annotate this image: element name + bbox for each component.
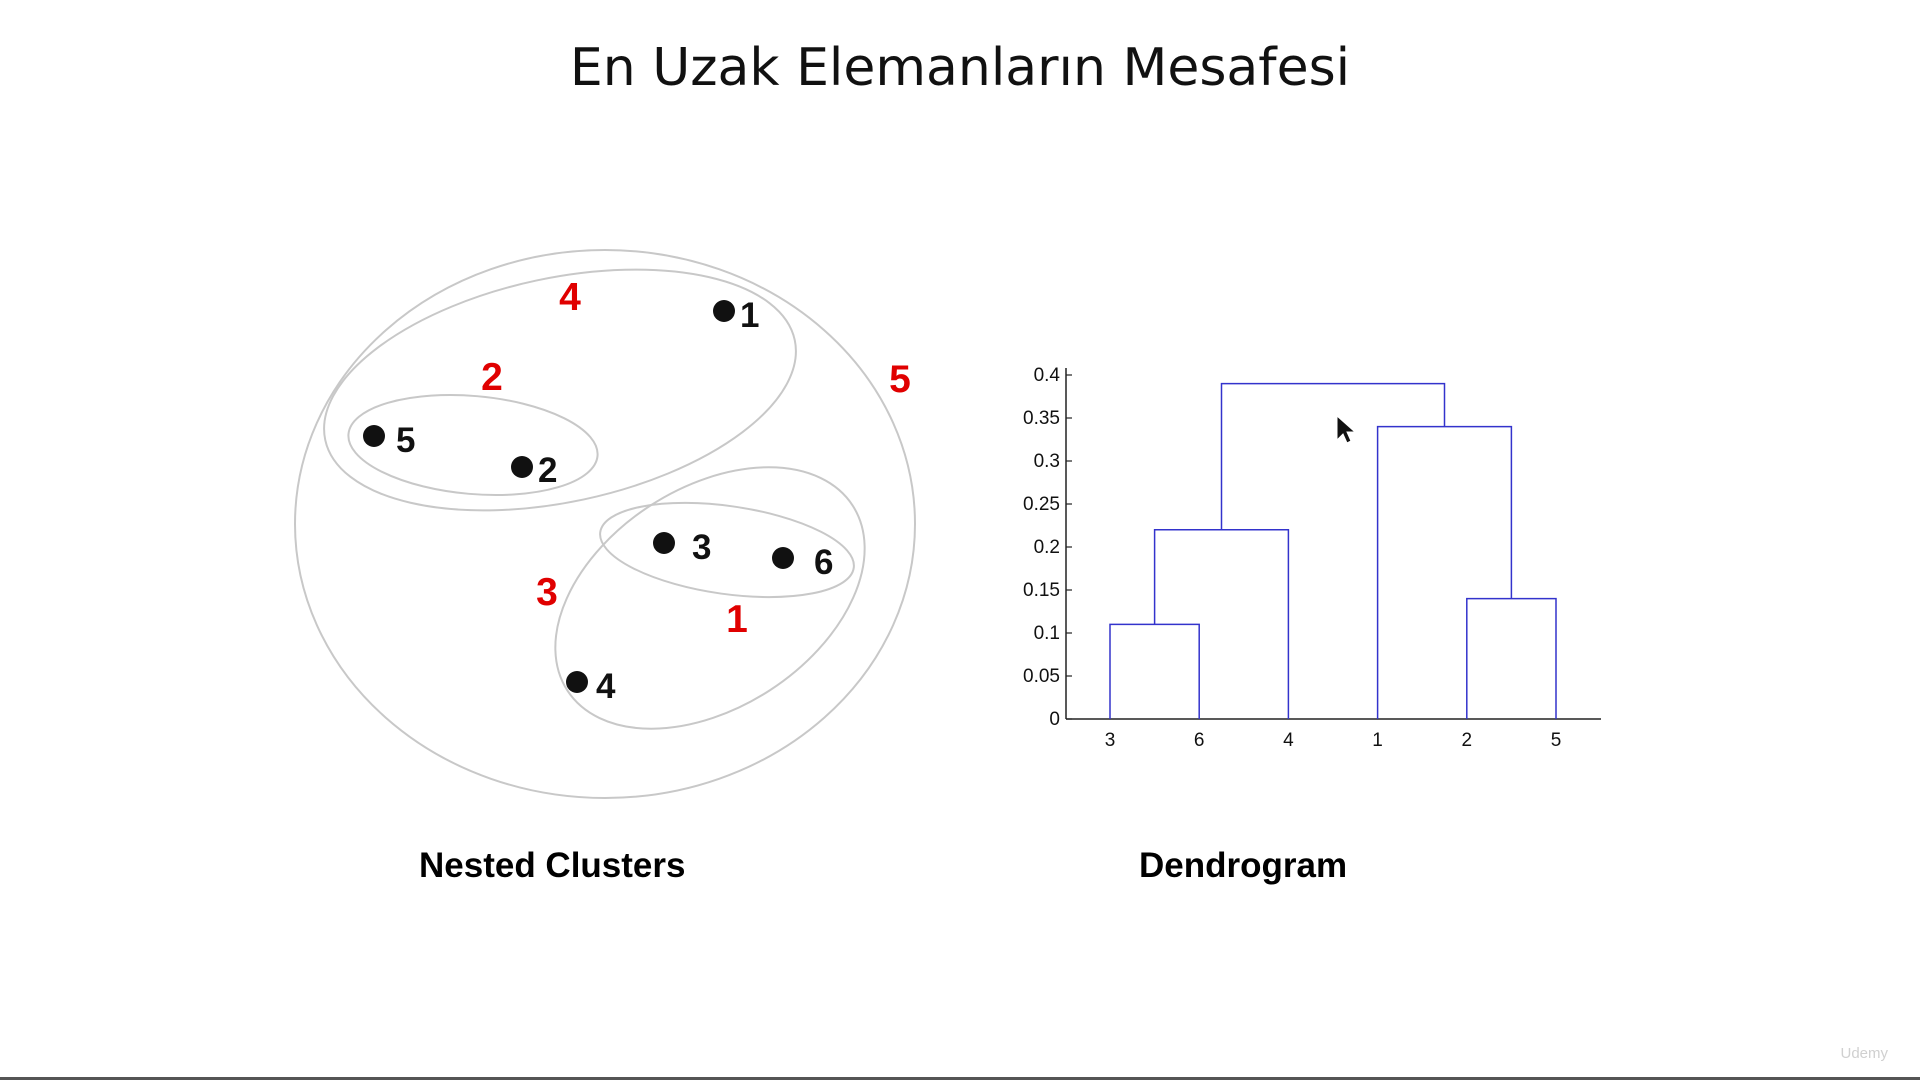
mouse-cursor-icon xyxy=(1336,414,1357,444)
cluster-ellipse-1 xyxy=(599,501,855,599)
slide-title: En Uzak Elemanların Mesafesi xyxy=(569,38,1351,98)
cluster-ellipse-2 xyxy=(347,393,599,497)
y-tick-label: 0.4 xyxy=(1034,365,1061,386)
dendrogram-link-4 xyxy=(1376,425,1513,719)
x-tick-label: 1 xyxy=(1372,730,1383,751)
nested-clusters-caption: Nested Clusters xyxy=(419,846,686,885)
dendrogram-link-2 xyxy=(1466,597,1557,719)
point-2-marker xyxy=(511,456,533,478)
point-5-marker xyxy=(363,425,385,447)
udemy-watermark: Udemy xyxy=(1840,1045,1888,1062)
x-tick-label: 6 xyxy=(1194,730,1205,751)
merge-label-4: 4 xyxy=(559,276,581,319)
cluster-ellipse-5 xyxy=(294,249,916,799)
x-tick-label: 3 xyxy=(1105,730,1116,751)
nested-clusters-diagram: 1 5 2 3 6 4 4 2 5 3 1 xyxy=(294,249,916,799)
point-4-marker xyxy=(566,671,588,693)
data-points: 1 5 2 3 6 4 xyxy=(363,296,833,706)
dendrogram-chart: 0.4 0.35 0.3 0.25 0.2 0.15 0.1 0.05 0 3 6 4 1 2 5 xyxy=(1023,365,1601,751)
merge-label-1: 1 xyxy=(726,598,748,641)
y-ticks: 0.4 0.35 0.3 0.25 0.2 0.15 0.1 0.05 0 xyxy=(1023,365,1072,730)
dendrogram-link-1 xyxy=(1109,623,1200,719)
point-5-label: 5 xyxy=(396,421,415,460)
point-6-marker xyxy=(772,547,794,569)
point-3-label: 3 xyxy=(692,528,711,567)
y-tick-label: 0 xyxy=(1049,709,1060,730)
point-4-label: 4 xyxy=(596,667,616,706)
y-tick-label: 0.25 xyxy=(1023,494,1060,515)
point-1-marker xyxy=(713,300,735,322)
y-tick-label: 0.1 xyxy=(1034,623,1060,644)
merge-label-2: 2 xyxy=(481,356,503,399)
dendrogram-caption: Dendrogram xyxy=(1139,846,1348,885)
x-tick-label: 2 xyxy=(1462,730,1473,751)
y-tick-label: 0.15 xyxy=(1023,580,1060,601)
y-tick-label: 0.05 xyxy=(1023,666,1060,687)
point-1-label: 1 xyxy=(740,296,759,335)
cluster-ellipse-4 xyxy=(323,268,797,512)
merge-label-3: 3 xyxy=(536,571,558,614)
x-tick-label: 4 xyxy=(1283,730,1294,751)
point-6-label: 6 xyxy=(814,543,833,582)
y-tick-label: 0.35 xyxy=(1023,408,1060,429)
merge-order-labels: 4 2 5 3 1 xyxy=(481,276,911,641)
x-ticks: 3 6 4 1 2 5 xyxy=(1105,730,1562,751)
dendrogram-links xyxy=(1109,382,1557,719)
x-tick-label: 5 xyxy=(1551,730,1562,751)
point-3-marker xyxy=(653,532,675,554)
point-2-label: 2 xyxy=(538,451,557,490)
y-tick-label: 0.3 xyxy=(1034,451,1060,472)
bottom-border xyxy=(0,1077,1920,1080)
y-tick-label: 0.2 xyxy=(1034,537,1060,558)
merge-label-5: 5 xyxy=(889,358,911,401)
dendrogram-link-5 xyxy=(1220,382,1446,530)
cluster-ellipse-3 xyxy=(554,466,866,730)
